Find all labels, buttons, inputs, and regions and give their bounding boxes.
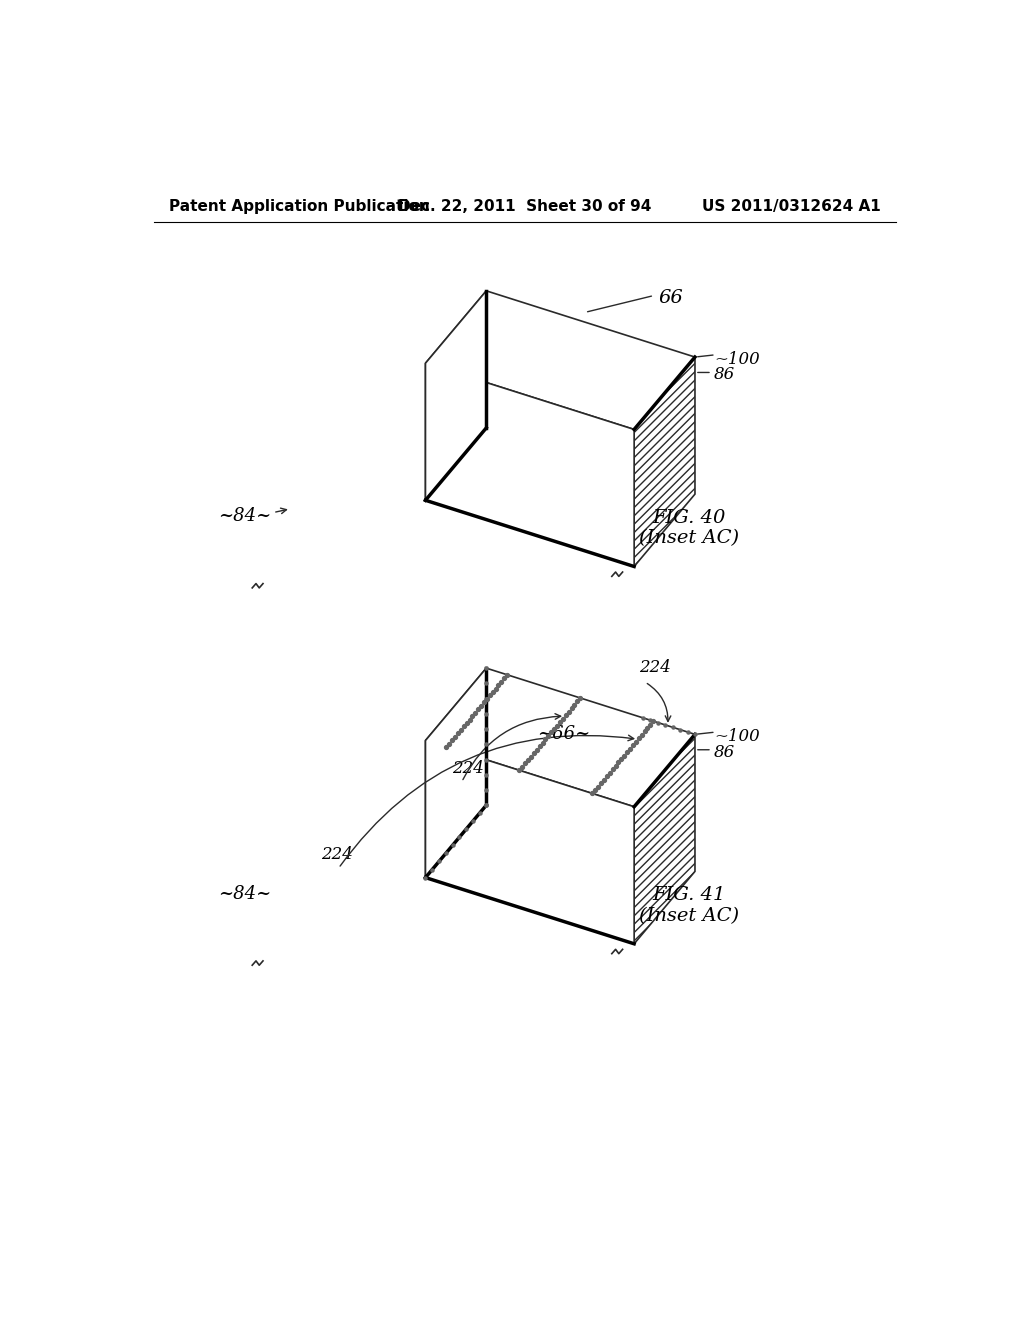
Polygon shape — [425, 741, 634, 944]
Text: ~84~: ~84~ — [218, 884, 271, 903]
Polygon shape — [425, 668, 695, 807]
Text: 224: 224 — [322, 846, 353, 863]
Polygon shape — [634, 358, 695, 566]
Text: Dec. 22, 2011  Sheet 30 of 94: Dec. 22, 2011 Sheet 30 of 94 — [398, 198, 651, 214]
Polygon shape — [425, 290, 695, 429]
Text: 86: 86 — [714, 367, 735, 383]
Polygon shape — [425, 290, 486, 500]
Polygon shape — [634, 734, 695, 944]
Text: ~100: ~100 — [714, 729, 760, 746]
Text: FIG. 41
(Inset AC): FIG. 41 (Inset AC) — [639, 886, 739, 925]
Text: ~84~: ~84~ — [218, 507, 271, 525]
Text: FIG. 40
(Inset AC): FIG. 40 (Inset AC) — [639, 508, 739, 548]
Text: 86: 86 — [714, 743, 735, 760]
Text: 224: 224 — [453, 760, 484, 776]
Polygon shape — [425, 668, 486, 878]
Text: US 2011/0312624 A1: US 2011/0312624 A1 — [701, 198, 881, 214]
Text: Patent Application Publication: Patent Application Publication — [169, 198, 430, 214]
Text: ~100: ~100 — [714, 351, 760, 368]
Polygon shape — [425, 363, 634, 566]
Text: ~66~: ~66~ — [537, 725, 590, 743]
Text: 66: 66 — [658, 289, 683, 308]
Text: 224: 224 — [639, 659, 671, 676]
